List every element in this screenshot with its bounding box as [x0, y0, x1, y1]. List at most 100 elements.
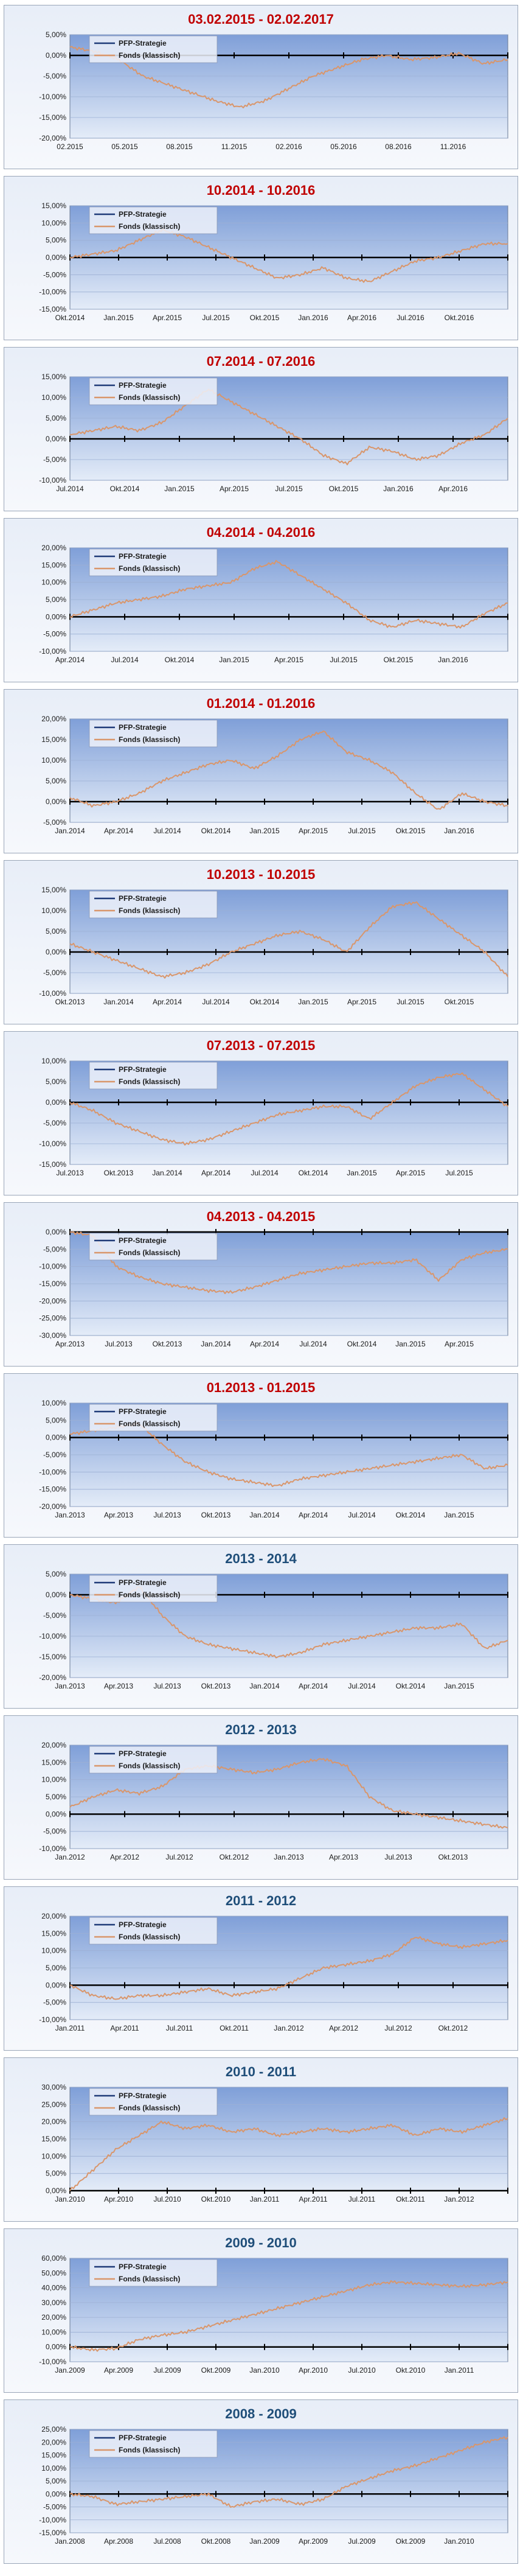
x-tick-label: Apr.2014: [104, 827, 133, 835]
chart-title: 01.2014 - 01.2016: [206, 696, 316, 711]
x-tick-label: Okt.2009: [396, 2537, 426, 2546]
y-tick-label: 10,00%: [41, 219, 66, 227]
legend-strategy-label: PFP-Strategie: [119, 1065, 167, 1074]
x-tick-label: 08.2016: [385, 142, 412, 151]
x-tick-label: Apr.2015: [396, 1169, 425, 1177]
y-tick-label: -10,00%: [39, 2015, 66, 2024]
fund-series-line: [69, 2117, 508, 2191]
y-tick-label: 20,00%: [41, 2313, 66, 2322]
x-tick-label: Jul.2011: [166, 2024, 193, 2032]
legend-strategy-label: PFP-Strategie: [119, 1578, 167, 1587]
y-tick-label: 0,00%: [46, 797, 66, 806]
x-tick-label: Okt.2014: [396, 1682, 426, 1690]
x-tick-label: Jan.2013: [274, 1853, 304, 1861]
chart-panel: 2012 - 2013 20,00% 15,00% 10,00% 5,00% 0,00% -…: [4, 1715, 518, 1880]
x-tick-label: Apr.2015: [347, 998, 376, 1006]
fund-series-line: [69, 901, 508, 979]
y-tick-label: -5,00%: [43, 455, 66, 464]
y-tick-label: -5,00%: [43, 270, 66, 279]
x-tick-label: Jan.2012: [274, 2024, 304, 2032]
fund-series-line: [69, 1072, 508, 1146]
y-tick-label: 0,00%: [46, 948, 66, 956]
legend-fund-label: Fonds (klassisch): [119, 1248, 180, 1257]
y-tick-label: -5,00%: [43, 1827, 66, 1836]
x-tick-label: Jan.2016: [383, 485, 414, 493]
x-tick-label: Jul.2011: [348, 2195, 376, 2203]
x-tick-label: Jan.2010: [444, 2537, 474, 2546]
legend-fund-label: Fonds (klassisch): [119, 393, 180, 402]
x-tick-label: Okt.2013: [153, 1340, 182, 1348]
x-tick-label: Okt.2012: [438, 2024, 468, 2032]
fund-series-line: [69, 1758, 508, 1829]
legend-fund-label: Fonds (klassisch): [119, 1933, 180, 1941]
x-tick-label: Apr.2013: [104, 1682, 133, 1690]
x-tick-label: Okt.2013: [201, 1682, 231, 1690]
y-tick-label: -15,00%: [39, 1653, 66, 1661]
y-tick-label: 15,00%: [41, 561, 66, 569]
chart-svg: 15,00%10,00%5,00%0,00%-5,00%-10,00%Jul.2…: [39, 373, 508, 493]
x-tick-label: Apr.2014: [299, 1682, 328, 1690]
x-tick-label: Okt.2014: [165, 656, 195, 664]
x-tick-label: Jul.2008: [153, 2537, 181, 2546]
y-tick-label: -15,00%: [39, 1160, 66, 1169]
legend-fund-label: Fonds (klassisch): [119, 2446, 180, 2454]
y-tick-label: -15,00%: [39, 2529, 66, 2537]
y-tick-label: -20,00%: [39, 1502, 66, 1511]
y-tick-label: 5,00%: [46, 236, 66, 245]
y-tick-label: 15,00%: [41, 2451, 66, 2460]
x-tick-label: Jan.2011: [250, 2195, 280, 2203]
x-tick-label: Jan.2011: [445, 2366, 474, 2375]
legend-box: [89, 206, 218, 234]
x-tick-label: Jan.2014: [55, 827, 85, 835]
chart-panel: 2008 - 2009 25,00% 20,00% 15,00% 10,00% 5,00%…: [4, 2399, 518, 2564]
chart-title: 01.2013 - 01.2015: [206, 1380, 316, 1395]
y-tick-label: 5,00%: [46, 1793, 66, 1801]
y-tick-label: -10,00%: [39, 288, 66, 296]
y-tick-label: -10,00%: [39, 1139, 66, 1148]
x-tick-label: Jul.2014: [153, 827, 181, 835]
legend-fund-label: Fonds (klassisch): [119, 2275, 180, 2283]
y-tick-label: 20,00%: [41, 1741, 66, 1749]
chart-panel: 2013 - 2014 5,00% 0,00% -5,00% -10,00% -15,00…: [4, 1544, 518, 1709]
x-tick-label: Jul.2014: [348, 1511, 376, 1519]
chart-svg: 20,00%15,00%10,00%5,00%0,00%-5,00%Jan.20…: [41, 715, 508, 835]
x-tick-label: Jan.2011: [55, 2024, 85, 2032]
y-tick-label: 20,00%: [41, 544, 66, 552]
y-tick-label: -10,00%: [39, 1632, 66, 1640]
chart-title: 10.2013 - 10.2015: [206, 867, 316, 882]
x-tick-label: Apr.2013: [55, 1340, 85, 1348]
chart-svg: 25,00% 20,00% 15,00% 10,00% 5,00% 0,00% -5,00%…: [39, 2425, 508, 2546]
y-tick-label: 5,00%: [46, 30, 66, 39]
x-tick-label: Okt.2015: [445, 998, 474, 1006]
y-tick-label: 0,00%: [46, 435, 66, 443]
x-tick-label: Jul.2014: [111, 656, 139, 664]
y-tick-label: 10,00%: [41, 2464, 66, 2473]
y-tick-label: -5,00%: [43, 1611, 66, 1620]
legend-box: [89, 719, 218, 747]
fund-series-line: [69, 1936, 508, 2000]
x-tick-label: Okt.2011: [396, 2195, 425, 2203]
fund-series-line: [69, 46, 508, 108]
x-tick-label: 05.2016: [330, 142, 357, 151]
chart-title: 2010 - 2011: [225, 2064, 297, 2079]
x-tick-label: Okt.2013: [438, 1853, 468, 1861]
legend-box: [89, 2088, 218, 2116]
chart-svg: 0,00% -5,00% -10,00% -15,00% -20,00% -25,00% -…: [39, 1228, 508, 1348]
chart-svg: 20,00% 15,00% 10,00% 5,00% 0,00% -5,00% -10,00…: [39, 1912, 508, 2032]
x-tick-label: Jan.2015: [444, 1682, 474, 1690]
x-tick-label: Jan.2015: [395, 1340, 426, 1348]
y-tick-label: 10,00%: [41, 1399, 66, 1407]
fund-series-line: [69, 730, 508, 810]
chart-title: 10.2014 - 10.2016: [206, 183, 316, 198]
x-tick-label: Jul.2013: [153, 1682, 181, 1690]
y-tick-label: -10,00%: [39, 2357, 66, 2366]
chart-svg: 5,00%0,00%-5,00%-10,00%-15,00%-20,00%Jan…: [39, 1570, 508, 1690]
y-tick-label: 0,00%: [46, 51, 66, 60]
x-tick-label: Apr.2012: [110, 1853, 139, 1861]
y-tick-label: -10,00%: [39, 989, 66, 998]
legend-strategy-label: PFP-Strategie: [119, 1407, 167, 1416]
y-tick-label: 5,00%: [46, 1077, 66, 1086]
y-tick-label: 0,00%: [46, 1433, 66, 1442]
x-tick-label: Apr.2012: [329, 2024, 358, 2032]
x-tick-label: Jul.2009: [348, 2537, 376, 2546]
